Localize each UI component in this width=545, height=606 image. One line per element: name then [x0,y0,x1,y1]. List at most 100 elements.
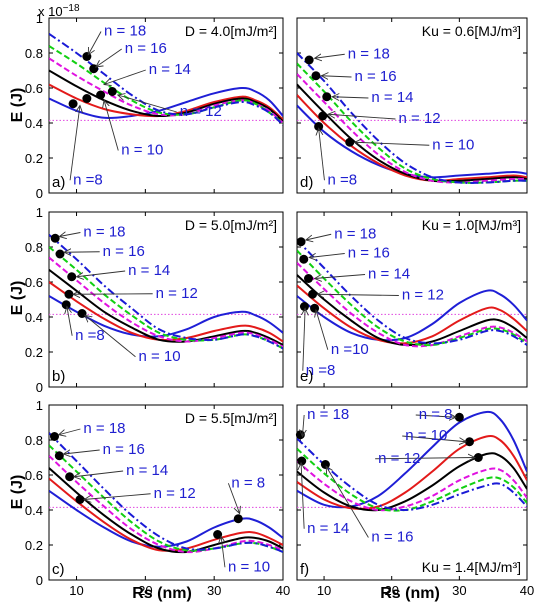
series-line-n-8 [49,86,283,120]
annotation-arrow [402,435,466,442]
series-marker [96,90,106,100]
series-marker [311,71,321,81]
panel-title: Ku = 0.6[MJ/m³] [422,23,521,39]
panel-letter: b) [52,368,65,385]
y-tick-label: 0.4 [25,503,43,518]
series-marker [50,432,60,441]
annotation-label: n = 14 [371,89,413,106]
series-line-n-14 [297,262,527,348]
annotation-arrow [77,270,126,277]
y-tick-label: 0.8 [25,46,43,61]
series-line-n-16 [49,444,283,553]
y-axis-label-middle: E (J) [9,281,26,316]
panel-d: n = 18 n = 16 n = 14 n = 12 n = 10 n =8 Ku = 0… [296,17,528,194]
panel-letter: e) [300,368,313,385]
annotation-arrow [104,100,119,151]
annotation-label: n =8 [306,362,336,379]
series-line-n-16 [297,249,527,347]
annotation-label: n = 16 [348,245,390,262]
series-marker [213,530,223,539]
series-line-n-16 [297,448,527,512]
series-marker [299,254,309,264]
annotation-arrow [85,315,136,358]
x-tick-label: 20 [138,583,152,598]
annotation-arrow [319,128,325,181]
annotation-arrow [59,233,81,237]
panel-title: D = 5.0[mJ/m²] [185,217,277,233]
x-tick-label: 30 [207,583,221,598]
annotation-arrow [316,310,329,350]
annotation-arrow [375,458,475,459]
series-marker [61,300,71,310]
x-tick-label: 10 [317,583,331,598]
annotation-arrow [96,48,122,67]
panel-title: D = 5.5[mJ/m²] [185,410,277,426]
series-marker [89,64,99,74]
annotation-label: n = 18 [307,406,349,423]
annotation-label: n = 10 [121,142,163,159]
annotation-label: n = 14 [149,61,191,78]
annotation-arrow [63,450,100,454]
annotation-label: n = 12 [402,287,444,304]
axes-frame [296,211,528,388]
series-marker [345,137,355,147]
series-marker [75,495,85,504]
series-line-n-10 [297,284,527,345]
series-marker [308,289,318,299]
annotation-arrow [69,106,80,181]
panel-a: 0 0.2 0.4 0.6 0.8 1 n = 18n = 16 n = 14 n = 12 n … [25,11,284,201]
annotation-label: n = 18 [348,45,390,62]
y-tick-label: 1 [36,205,43,220]
annotation-arrow [306,233,332,240]
series-marker [68,99,78,109]
y-tick-label: 0.8 [25,240,43,255]
annotation-label: n = 16 [103,441,145,458]
annotation-arrow [73,294,153,295]
series-line-n-14 [49,455,283,554]
series-line-n-12 [297,452,527,512]
annotation-label: n = 18 [83,224,125,241]
series-line-n-12 [297,274,527,347]
annotation-arrow [67,307,73,336]
annotation-label: n =8 [75,327,105,344]
annotation-arrow [328,114,396,120]
annotation-arrow [321,76,352,77]
series-line-n-14 [297,73,527,184]
y-tick-label: 0.2 [25,345,43,360]
annotation-label: n = 8 [419,406,453,423]
annotation-label: n = 18 [83,420,125,437]
plot-area [49,432,283,554]
series-line-n-12 [49,69,283,123]
plot-area [297,410,527,512]
panel-letter: c) [52,561,65,578]
series-line-n-10 [297,434,527,510]
x-tick-label: 20 [384,583,398,598]
panel-title: Ku = 1.0[MJ/m³] [422,217,521,233]
panel-c: 0 0.2 0.4 0.6 0.8 1 10 20 30 40 n = 18 n = 16 n = 14… [25,398,290,598]
y-tick-label: 0.2 [25,538,43,553]
series-marker [67,272,77,282]
series-line-n-18 [49,432,283,553]
annotation-label: n = 16 [355,68,397,85]
y-tick-label: 0.2 [25,151,43,166]
x-tick-label: 40 [520,583,534,598]
annotation-label: n = 8 [231,474,265,491]
annotation-arrow [301,463,304,529]
panel-title: Ku = 1.4[MJ/m³] [422,559,521,575]
series-marker [82,94,92,103]
x-tick-label: 10 [69,583,83,598]
series-line-n-14 [49,256,283,348]
panel-f: 10 20 30 40 n = 18 n = 8 n = 10 n = 12 n = 14 n =… [295,404,534,598]
panels: 00.20.40.60.81n = 18n = 16n = 14n = 12n … [25,11,534,598]
series-line-n-18 [297,437,527,512]
x-tick-label: 40 [276,583,290,598]
panel-title: D = 4.0[mJ/m²] [185,23,277,39]
panel-e: n = 18 n = 16 n = 14 n = 12 n =10 n =8 Ku = 1.… [296,211,528,388]
series-marker [473,453,483,462]
annotation-arrow [227,483,239,513]
axes-frame [48,404,284,581]
annotation-label: n =8 [73,171,103,188]
y-axis-label-bottom: E (J) [9,475,26,510]
annotation-label: n = 12 [154,485,196,502]
panel-letter: d) [300,174,313,191]
